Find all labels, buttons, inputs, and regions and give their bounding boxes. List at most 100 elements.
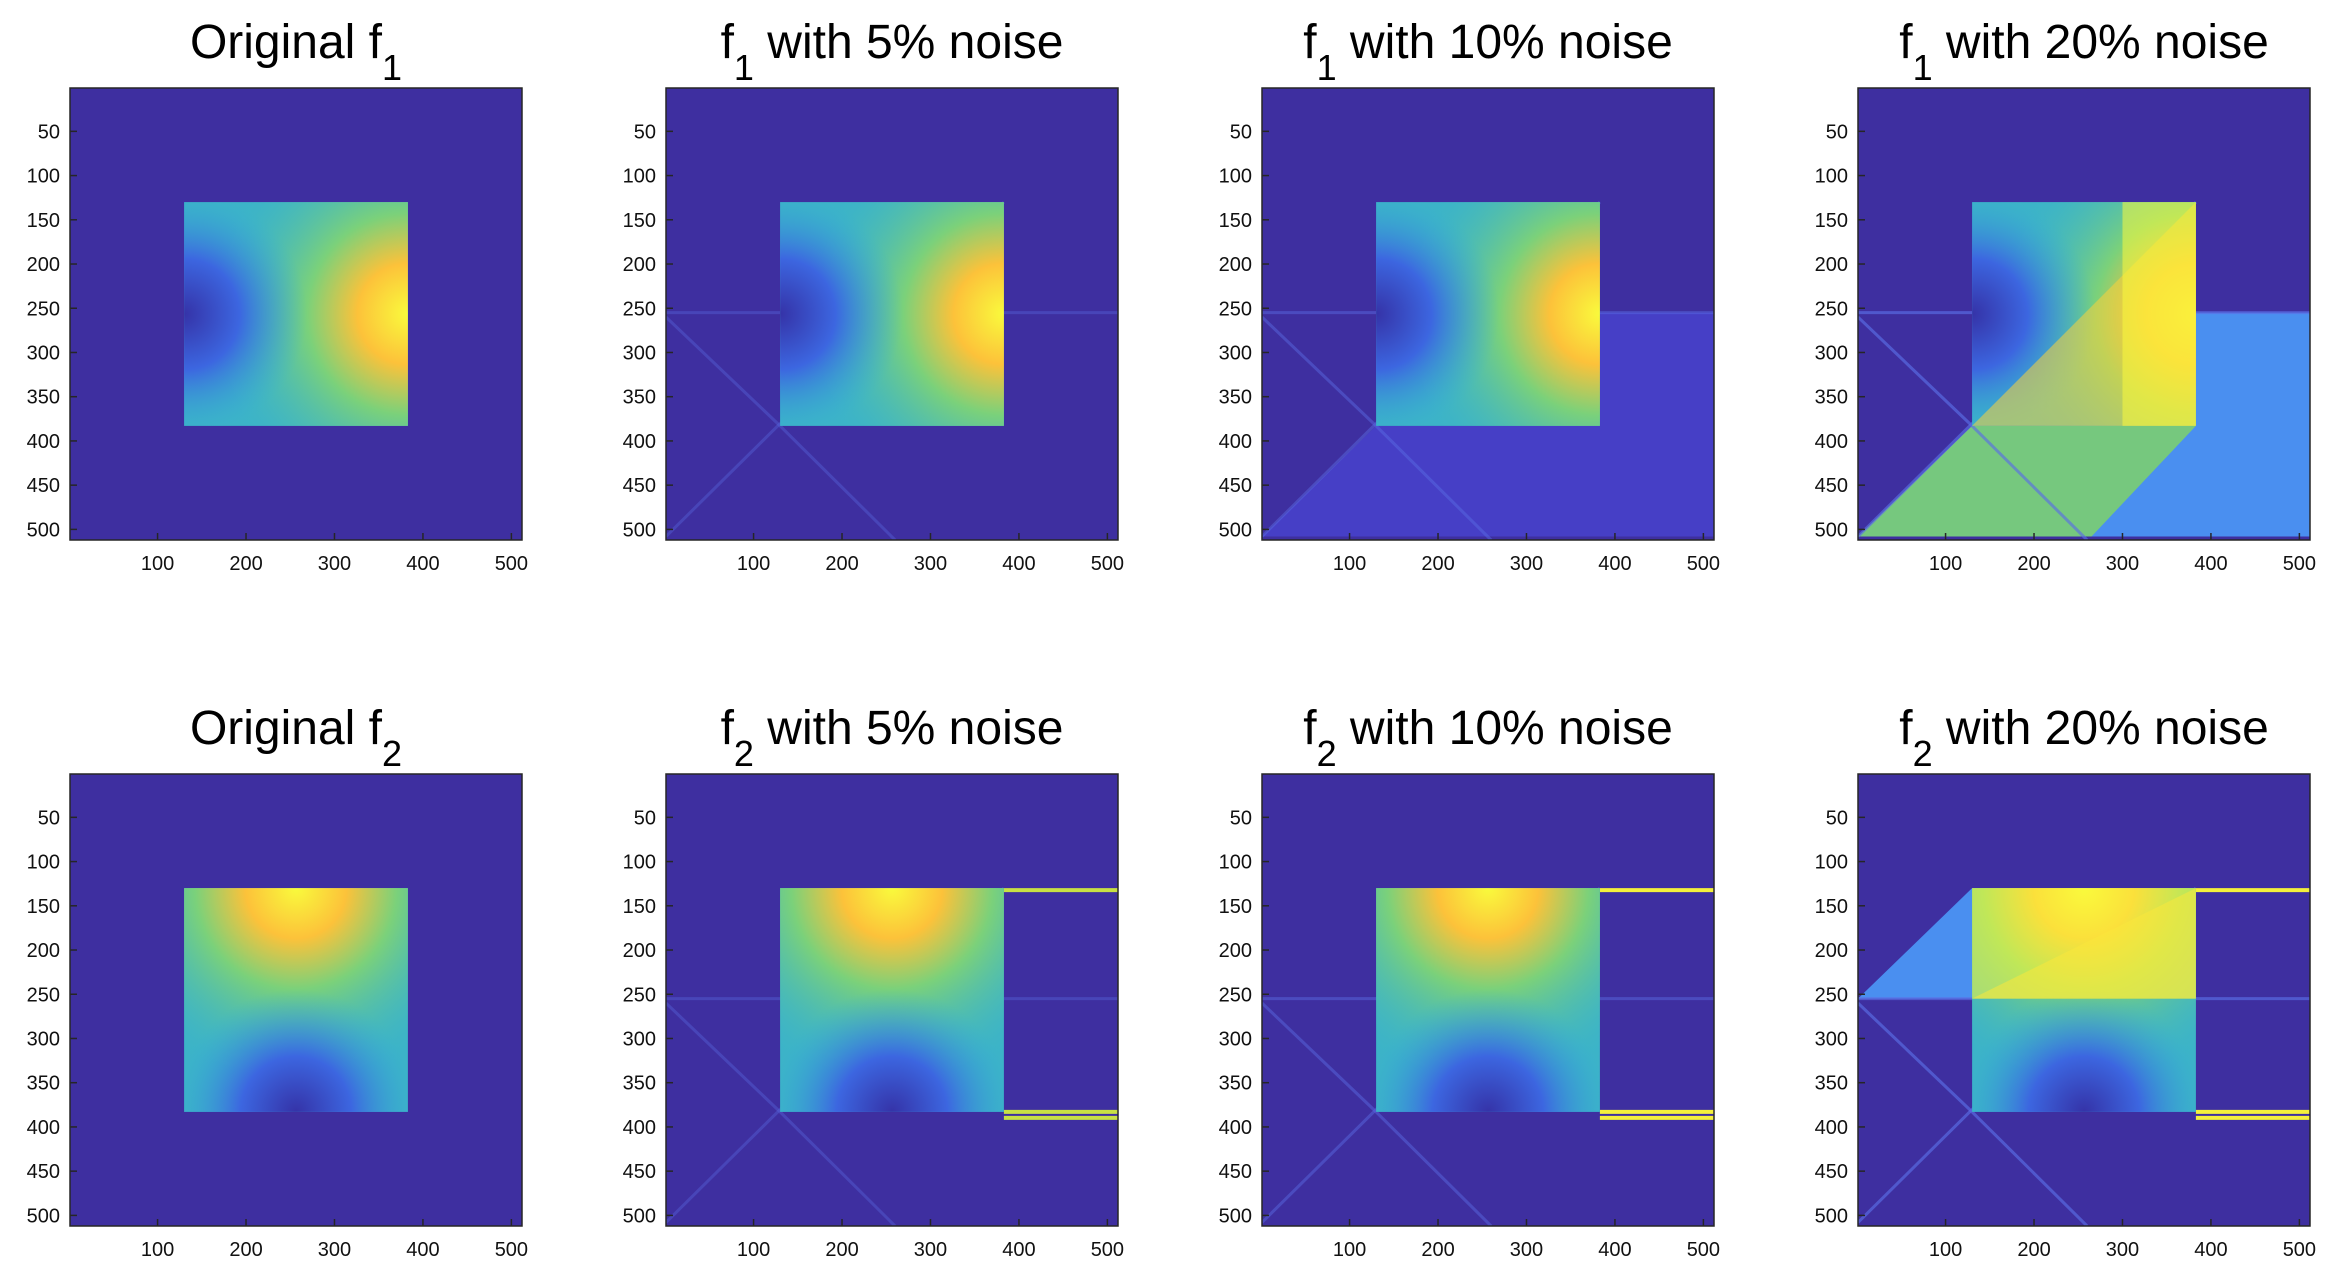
- y-tick-label: 350: [1815, 1073, 1848, 1095]
- y-tick-label: 350: [623, 387, 656, 409]
- axes-frame: [69, 773, 523, 1227]
- title-suffix: with 5% noise: [754, 16, 1064, 69]
- panel-title: Original f2: [190, 702, 402, 774]
- panel-f1-noise-20: 100 200 300 400 500 50 100 150 200 250 300 350 400 45…: [1815, 16, 2316, 575]
- y-tick-label: 400: [623, 1117, 656, 1139]
- y-tick-label: 100: [27, 852, 60, 874]
- function-square: [780, 888, 1004, 1112]
- x-tick-label: 400: [1002, 553, 1035, 575]
- heatmap-image: [666, 88, 1118, 540]
- panel-f1-noise-10: 100 200 300 400 500 50 100 150 200 250 300 350 400 45…: [1219, 16, 1720, 575]
- x-tick-label: 100: [141, 553, 174, 575]
- x-tick-label: 100: [1929, 553, 1962, 575]
- y-tick-label: 250: [1219, 298, 1252, 320]
- panel-f2-noise-5: 100 200 300 400 500 50 100 150 200 250 300 350 400 45…: [623, 702, 1124, 1261]
- y-tick-label: 100: [623, 852, 656, 874]
- y-tick-label: 150: [1219, 896, 1252, 918]
- x-tick-label: 300: [2106, 553, 2139, 575]
- panel-title: f2 with 5% noise: [721, 702, 1064, 774]
- function-square: [1972, 202, 2196, 426]
- x-tick-label: 500: [495, 1239, 528, 1261]
- y-tick-label: 50: [1230, 807, 1252, 829]
- y-tick-label: 400: [1219, 431, 1252, 453]
- x-tick-label: 200: [825, 1239, 858, 1261]
- title-subscript: 1: [734, 47, 754, 88]
- y-tick-label: 450: [1815, 475, 1848, 497]
- y-tick-label: 50: [1826, 807, 1848, 829]
- x-tick-label: 500: [1687, 553, 1720, 575]
- x-tick-label: 400: [2194, 553, 2227, 575]
- y-tick-label: 350: [1219, 387, 1252, 409]
- heatmap-image: [1858, 88, 2310, 540]
- y-tick-label: 50: [38, 807, 60, 829]
- y-tick-label: 100: [623, 166, 656, 188]
- panel-f1-noise-0: 100 200 300 400 500 50 100 150 200 250 300 350 400 45…: [27, 16, 528, 575]
- y-tick-label: 350: [623, 1073, 656, 1095]
- axes-frame: [665, 87, 1119, 541]
- y-tick-label: 300: [623, 342, 656, 364]
- heatmap-image: [1262, 774, 1714, 1226]
- heatmap-image: [70, 774, 522, 1226]
- title-subscript: 1: [1913, 47, 1933, 88]
- y-tick-label: 450: [1219, 1161, 1252, 1183]
- y-tick-label: 500: [27, 1205, 60, 1227]
- title-subscript: 1: [382, 47, 402, 88]
- panel-title: f2 with 20% noise: [1899, 702, 2269, 774]
- noise-artefacts: [1858, 201, 2310, 540]
- y-tick-label: 400: [1815, 1117, 1848, 1139]
- panel-title: f1 with 20% noise: [1899, 16, 2269, 88]
- y-tick-label: 250: [1815, 298, 1848, 320]
- y-tick-label: 200: [1815, 940, 1848, 962]
- title-prefix: f: [1899, 702, 1913, 755]
- x-tick-label: 400: [406, 553, 439, 575]
- title-suffix: with 20% noise: [1933, 702, 2269, 755]
- y-tick-label: 500: [1815, 1205, 1848, 1227]
- x-tick-label: 400: [2194, 1239, 2227, 1261]
- y-tick-label: 50: [634, 807, 656, 829]
- function-square: [1376, 202, 1600, 426]
- axes-frame: [1857, 773, 2311, 1227]
- y-tick-label: 450: [623, 1161, 656, 1183]
- y-tick-label: 250: [623, 298, 656, 320]
- y-tick-label: 350: [1815, 387, 1848, 409]
- y-tick-label: 300: [27, 1028, 60, 1050]
- y-tick-label: 100: [27, 166, 60, 188]
- x-tick-label: 100: [1929, 1239, 1962, 1261]
- title-prefix: Original f: [190, 702, 383, 755]
- y-tick-label: 300: [623, 1028, 656, 1050]
- title-subscript: 2: [734, 733, 754, 774]
- panel-title: Original f1: [190, 16, 402, 88]
- x-tick-label: 300: [318, 553, 351, 575]
- y-tick-label: 450: [623, 475, 656, 497]
- y-tick-label: 200: [27, 254, 60, 276]
- y-tick-label: 100: [1815, 166, 1848, 188]
- panel-f2-noise-0: 100 200 300 400 500 50 100 150 200 250 300 350 400 45…: [27, 702, 528, 1261]
- y-tick-label: 500: [623, 1205, 656, 1227]
- function-square: [184, 888, 408, 1112]
- y-tick-label: 350: [27, 387, 60, 409]
- y-tick-label: 200: [623, 940, 656, 962]
- panel-title: f1 with 5% noise: [721, 16, 1064, 88]
- y-tick-label: 100: [1815, 852, 1848, 874]
- x-tick-label: 300: [1510, 1239, 1543, 1261]
- y-tick-label: 450: [27, 1161, 60, 1183]
- heatmap-image: [1262, 88, 1714, 540]
- title-prefix: f: [1303, 16, 1317, 69]
- y-tick-label: 300: [1219, 342, 1252, 364]
- heatmap-image: [70, 88, 522, 540]
- x-tick-label: 400: [1598, 1239, 1631, 1261]
- title-suffix: with 10% noise: [1337, 702, 1673, 755]
- y-tick-label: 500: [623, 519, 656, 541]
- axes-frame: [1261, 87, 1715, 541]
- panel-f1-noise-5: 100 200 300 400 500 50 100 150 200 250 300 350 400 45…: [623, 16, 1124, 575]
- y-tick-label: 150: [1219, 210, 1252, 232]
- x-tick-label: 100: [1333, 553, 1366, 575]
- y-tick-label: 200: [623, 254, 656, 276]
- x-tick-label: 200: [1421, 553, 1454, 575]
- y-tick-label: 150: [1815, 896, 1848, 918]
- title-subscript: 1: [1317, 47, 1337, 88]
- y-tick-label: 350: [27, 1073, 60, 1095]
- y-tick-label: 150: [1815, 210, 1848, 232]
- y-tick-label: 450: [1219, 475, 1252, 497]
